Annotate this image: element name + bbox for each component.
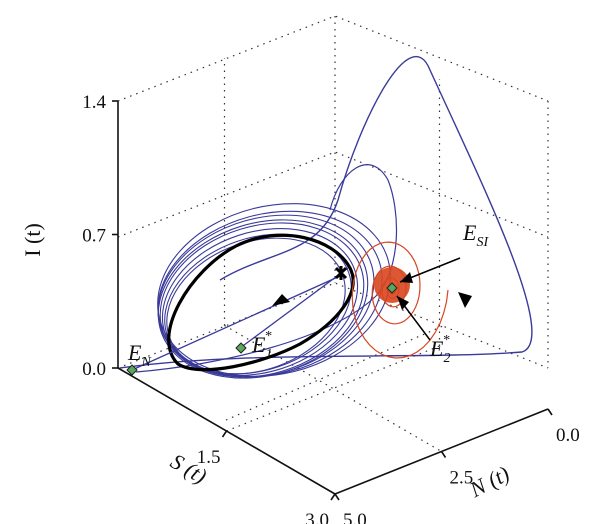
n-axis-tick <box>440 451 447 458</box>
equilibrium-marker <box>126 364 138 376</box>
blue-trajectory <box>131 275 341 371</box>
n-axis-tick-label: 2.5 <box>450 468 474 489</box>
s-axis-tick <box>330 493 336 501</box>
n-axis-tick-label: 0.0 <box>556 425 580 446</box>
grid-back-top <box>117 15 549 102</box>
equilibrium-marker <box>386 282 398 294</box>
s-axis-tick <box>221 430 228 438</box>
equilibrium-label: E1* <box>251 329 272 362</box>
equilibrium-label: E2* <box>429 333 450 366</box>
limit-cycle <box>167 233 355 372</box>
annotation-arrow <box>397 296 409 310</box>
blue-trajectory <box>157 219 369 379</box>
direction-arrow <box>458 292 472 308</box>
equilibrium-marker <box>235 342 247 354</box>
star-marker <box>334 266 348 280</box>
blue-trajectory <box>164 233 352 375</box>
s-axis-tick-label: 1.5 <box>197 447 221 468</box>
i-axis-tick-label: 0.7 <box>82 226 106 247</box>
direction-arrow <box>272 294 290 306</box>
grid-floor-s <box>225 325 444 421</box>
grid-floor-s-mid <box>226 345 440 432</box>
grid <box>117 15 549 421</box>
blue-trajectory <box>119 55 533 369</box>
annotation-arrow <box>400 272 413 283</box>
n-axis-tick <box>334 493 340 501</box>
n-axis-tick-label: 5.0 <box>343 510 367 524</box>
blue-trajectory <box>157 203 391 377</box>
s-axis-tick-label: 3.0 <box>305 510 329 524</box>
grid-floor-n-mid <box>224 324 442 453</box>
i-axis-label: I (t) <box>20 223 45 257</box>
n-axis-tick <box>547 408 553 416</box>
blue-trajectory <box>157 210 383 378</box>
blue-trajectory <box>239 267 349 349</box>
equilibrium-label: ESI <box>462 220 489 250</box>
i-axis-tick-label: 0.0 <box>82 359 106 380</box>
i-axis-tick-label: 1.4 <box>82 92 106 113</box>
